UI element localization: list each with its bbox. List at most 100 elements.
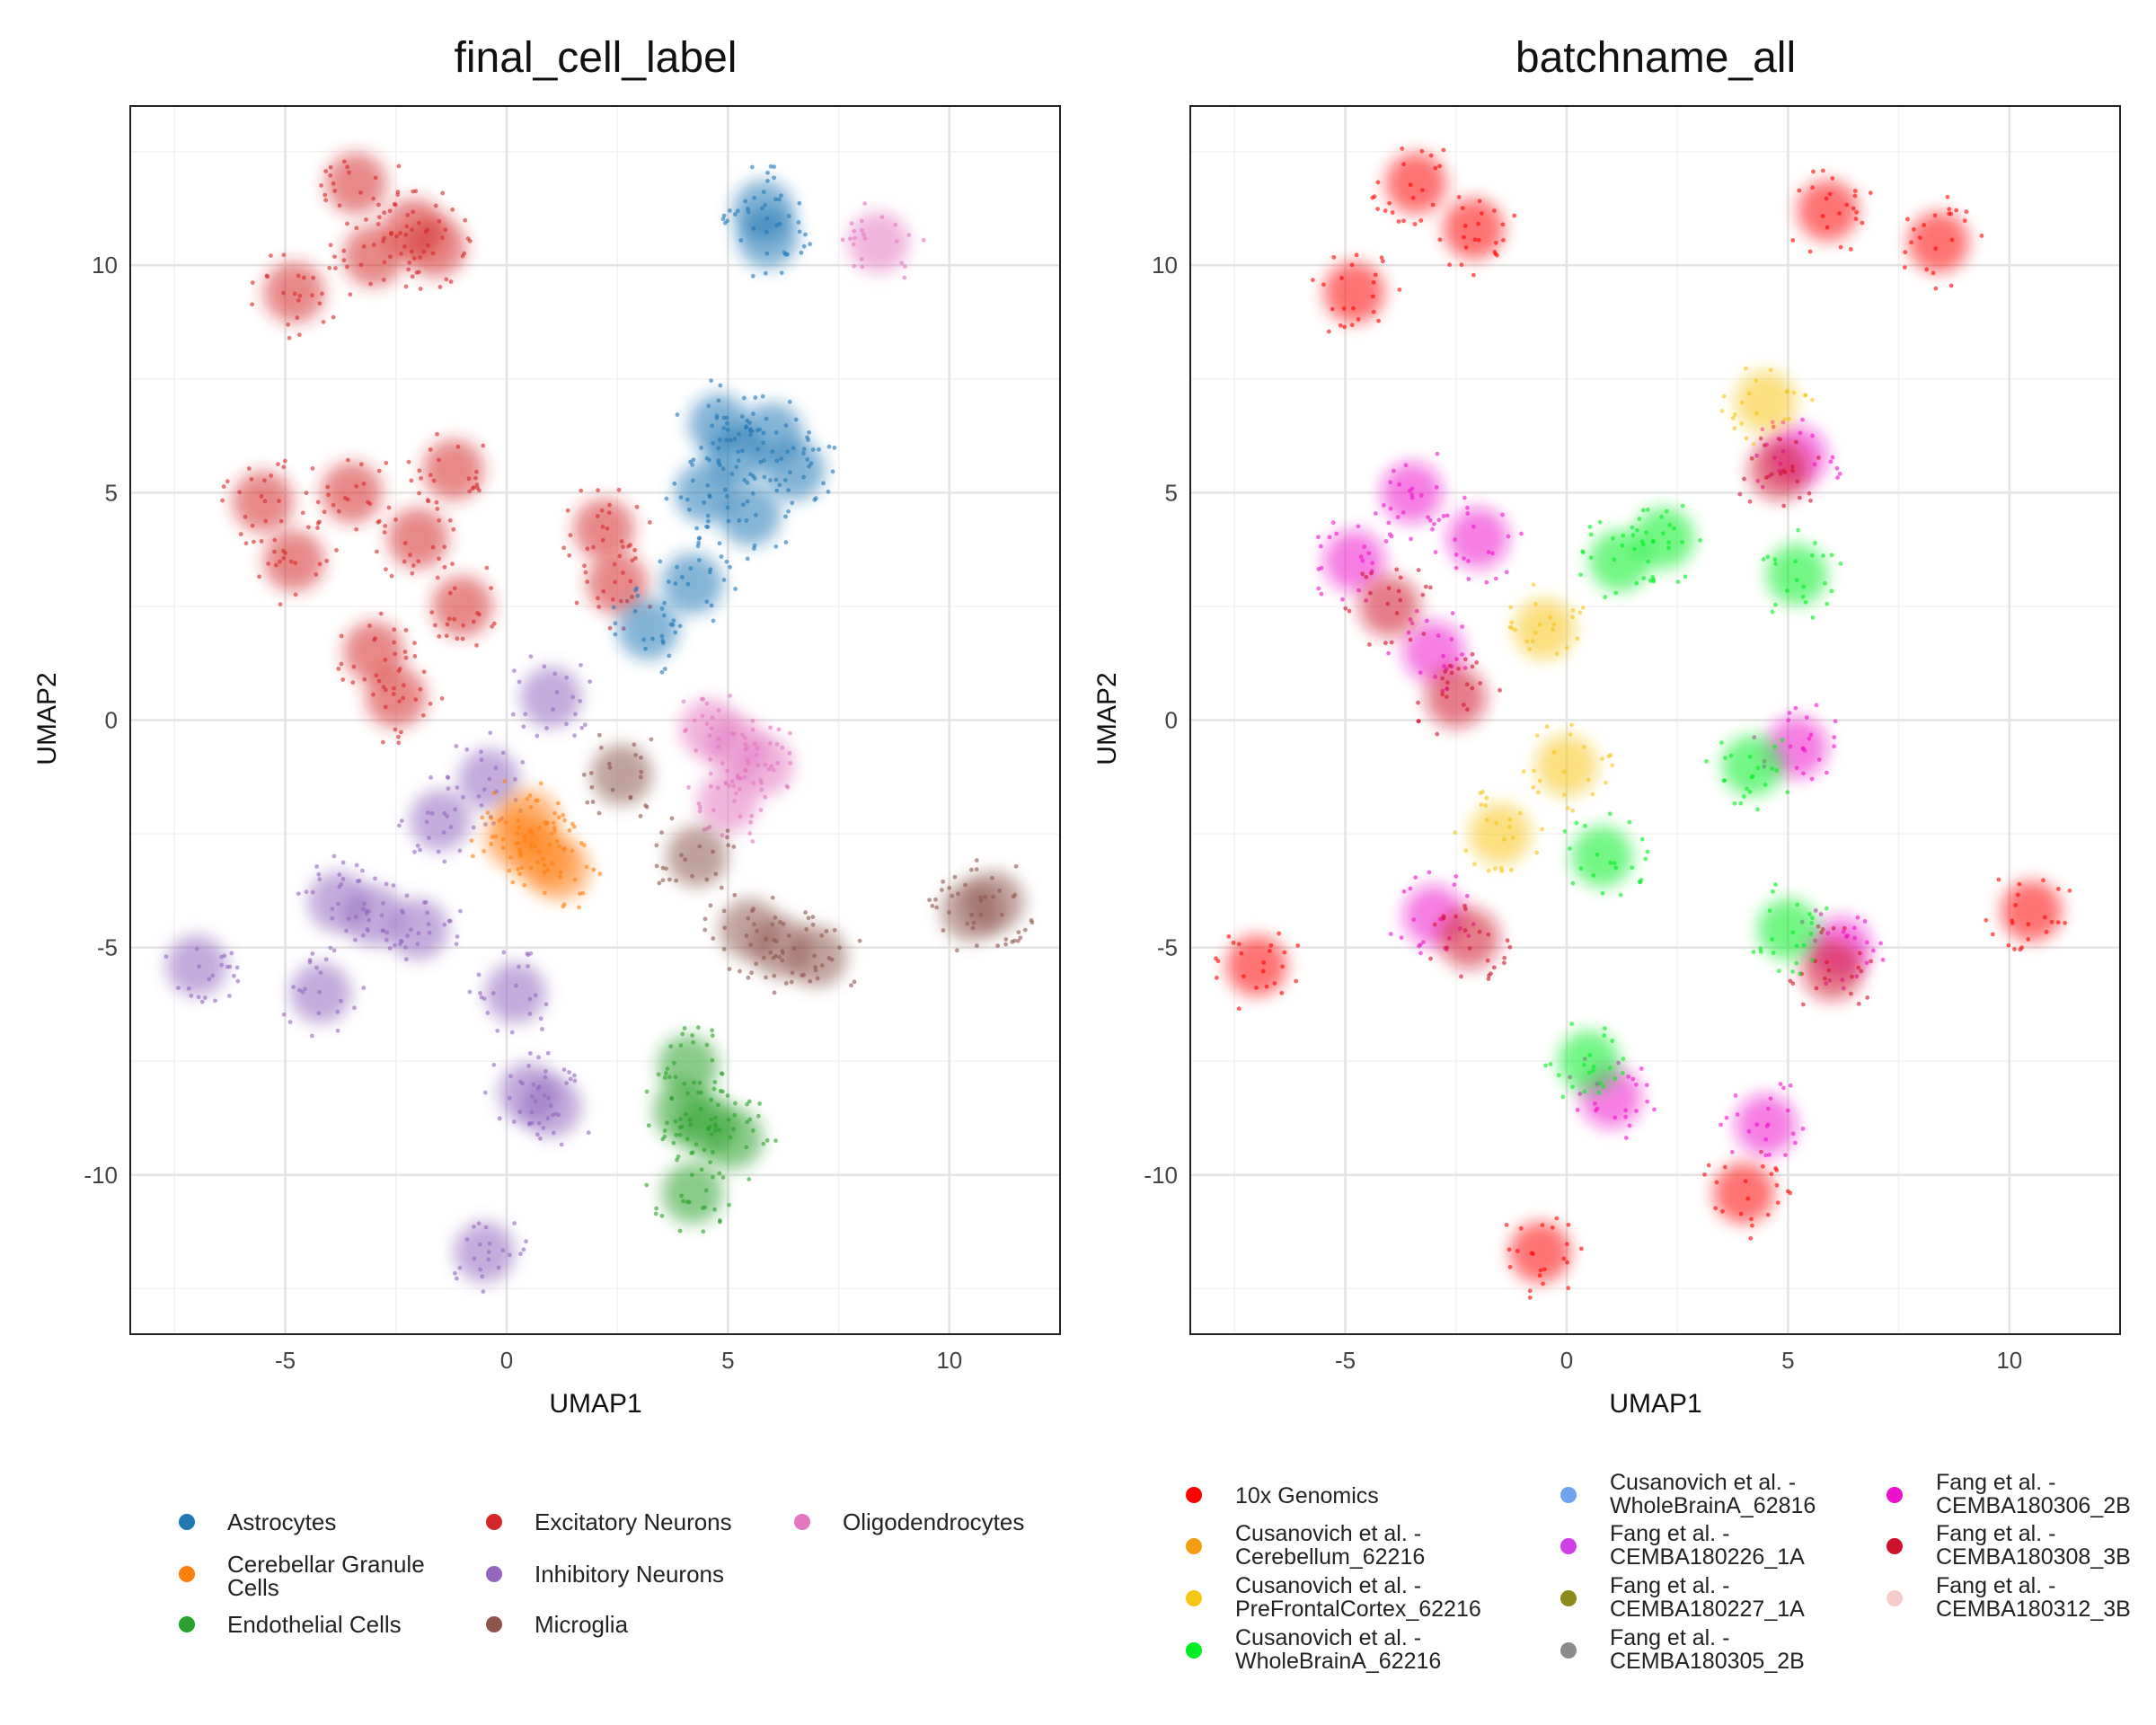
data-point [659, 606, 665, 611]
data-point [1722, 1164, 1727, 1170]
data-point [893, 222, 898, 227]
data-point [295, 315, 300, 321]
data-point [561, 812, 566, 818]
data-point [1785, 389, 1790, 394]
data-point [323, 957, 329, 962]
data-point [447, 918, 453, 924]
data-point [1743, 1179, 1748, 1184]
data-point [558, 870, 563, 875]
data-point [382, 260, 387, 265]
data-point [776, 197, 782, 202]
data-point [788, 730, 792, 736]
data-point [690, 1033, 695, 1038]
data-point [339, 998, 343, 1004]
data-point [396, 734, 401, 739]
data-point [1857, 951, 1862, 956]
data-point [721, 578, 727, 582]
data-point [749, 429, 755, 434]
data-point [1462, 224, 1468, 228]
data-point [810, 922, 816, 927]
data-point [582, 722, 588, 728]
data-point [1947, 207, 1952, 212]
legend-label: Fang et al. - [1610, 1625, 1729, 1650]
data-point [1746, 391, 1752, 396]
data-point [225, 479, 230, 484]
data-point [1724, 1115, 1729, 1120]
data-point [779, 193, 783, 199]
data-point [1530, 639, 1535, 644]
data-point [1844, 202, 1850, 208]
legend-label: Inhibitory Neurons [535, 1561, 724, 1588]
data-point [596, 810, 602, 816]
data-point [810, 915, 816, 920]
data-point [1441, 916, 1446, 921]
data-point [1787, 416, 1791, 421]
data-point [638, 774, 643, 780]
data-point [1577, 1092, 1583, 1096]
data-point [679, 853, 684, 858]
data-point [1515, 1249, 1520, 1253]
data-point [720, 761, 725, 765]
data-point [510, 712, 516, 717]
data-point [1742, 476, 1746, 482]
data-point [1816, 757, 1822, 762]
data-point [1744, 366, 1748, 371]
data-point [954, 948, 959, 953]
data-point [801, 243, 807, 249]
data-point [1651, 579, 1656, 584]
data-point [1241, 974, 1246, 979]
data-point [705, 1126, 711, 1131]
data-point [383, 704, 388, 710]
data-point [1870, 948, 1876, 953]
data-point [764, 229, 769, 234]
data-point [1633, 1082, 1639, 1087]
data-point [595, 514, 600, 518]
data-point [1351, 305, 1356, 311]
data-point [1613, 1075, 1618, 1081]
data-point [393, 234, 399, 239]
data-point [1491, 965, 1497, 970]
data-point [1790, 981, 1796, 986]
cluster-blob [1757, 898, 1819, 960]
legend-key [794, 1514, 810, 1530]
data-point [237, 490, 243, 495]
data-point [450, 562, 455, 567]
data-point [420, 712, 426, 718]
data-point [1358, 554, 1364, 560]
data-point [851, 242, 856, 247]
data-point [1364, 574, 1369, 579]
data-point [1782, 417, 1788, 422]
data-point [387, 946, 393, 951]
data-point [688, 566, 694, 571]
data-point [852, 263, 857, 269]
data-point [497, 818, 502, 823]
data-point [535, 733, 540, 739]
data-point [1851, 925, 1857, 931]
data-point [340, 876, 346, 881]
data-point [1754, 411, 1759, 416]
data-point [849, 221, 854, 226]
data-point [1588, 532, 1594, 537]
data-point [596, 732, 602, 738]
data-point [921, 237, 926, 243]
data-point [1835, 475, 1840, 481]
data-point [1441, 653, 1445, 659]
data-point [1621, 533, 1626, 538]
data-point [747, 472, 753, 477]
legend-label: 10x Genomics [1235, 1483, 1379, 1508]
data-point [176, 986, 181, 990]
data-point [1751, 442, 1756, 447]
data-point [1569, 1022, 1575, 1027]
data-point [1825, 225, 1830, 230]
data-point [402, 559, 407, 564]
data-point [262, 478, 267, 483]
data-point [1600, 756, 1604, 761]
data-point [1852, 193, 1858, 199]
data-point [821, 481, 826, 486]
data-point [1808, 932, 1814, 936]
data-point [1490, 551, 1495, 556]
data-point [1924, 267, 1930, 272]
data-point [755, 447, 760, 452]
data-point [1370, 561, 1374, 566]
